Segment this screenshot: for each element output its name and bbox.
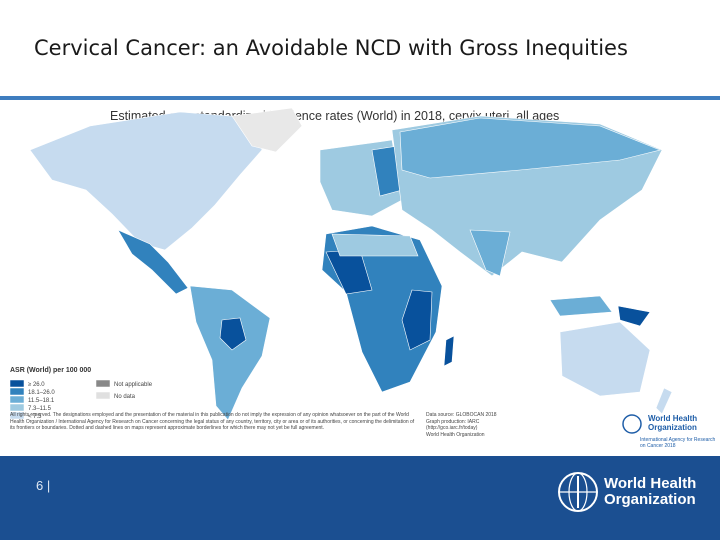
south-asia (469, 229, 511, 277)
australia (559, 321, 651, 397)
legend-label: < 7.3 (28, 414, 42, 420)
source-line: Graph production: IARC (426, 418, 480, 425)
legend-swatch (9, 387, 25, 396)
footer-logo-name: World Health Organization (604, 475, 697, 508)
iarc-emblem (622, 414, 642, 434)
legend-label: 11.5–18.1 (28, 398, 55, 404)
north-america (29, 111, 263, 251)
source-line: Data source: GLOBOCAN 2018 (426, 412, 497, 418)
logo-name: World Health Organization (648, 414, 698, 432)
legend-swatch (9, 411, 25, 420)
legend-label: Not applicable (114, 382, 153, 388)
page-number: 6 | (36, 478, 51, 493)
legend-title: ASR (World) per 100 000 (10, 367, 92, 374)
legend-swatch (9, 403, 25, 412)
legend: ≥ 26.0 18.1–26.0 11.5–18.1 7.3–11.5 < 7.3 Not… (9, 379, 153, 420)
legend-label: ≥ 26.0 (28, 382, 45, 388)
papua (617, 305, 651, 327)
source-line: World Health Organization (426, 431, 485, 438)
bolivia (219, 317, 247, 351)
central-america (117, 229, 189, 295)
slide-title: Cervical Cancer: an Avoidable NCD with G… (34, 36, 628, 60)
world-map: ≥ 26.0 18.1–26.0 11.5–18.1 7.3–11.5 < 7.3 Not… (9, 107, 673, 434)
east-africa (401, 289, 433, 351)
legend-swatch (95, 391, 111, 400)
new-zealand (655, 387, 673, 415)
who-emblem (558, 472, 598, 512)
legend-label: 7.3–11.5 (28, 406, 52, 412)
south-america (189, 285, 271, 421)
disclaimer: All rights reserved. The designations em… (10, 412, 415, 431)
data-source: Data source: GLOBOCAN 2018 Graph product… (426, 412, 516, 438)
indonesia (549, 295, 613, 317)
legend-swatch (9, 379, 25, 388)
source-line: (http://gco.iarc.fr/today) (426, 425, 478, 431)
legend-swatch (9, 395, 25, 404)
title-rule (0, 96, 720, 100)
legend-label: 18.1–26.0 (28, 390, 55, 396)
footer (0, 456, 720, 540)
north-africa (331, 233, 419, 257)
madagascar (443, 335, 455, 367)
russia (399, 117, 661, 179)
legend-label: No data (114, 394, 136, 400)
greenland (231, 107, 303, 153)
logo-agency: International Agency for Research on Can… (640, 437, 716, 449)
legend-swatch (95, 379, 111, 388)
